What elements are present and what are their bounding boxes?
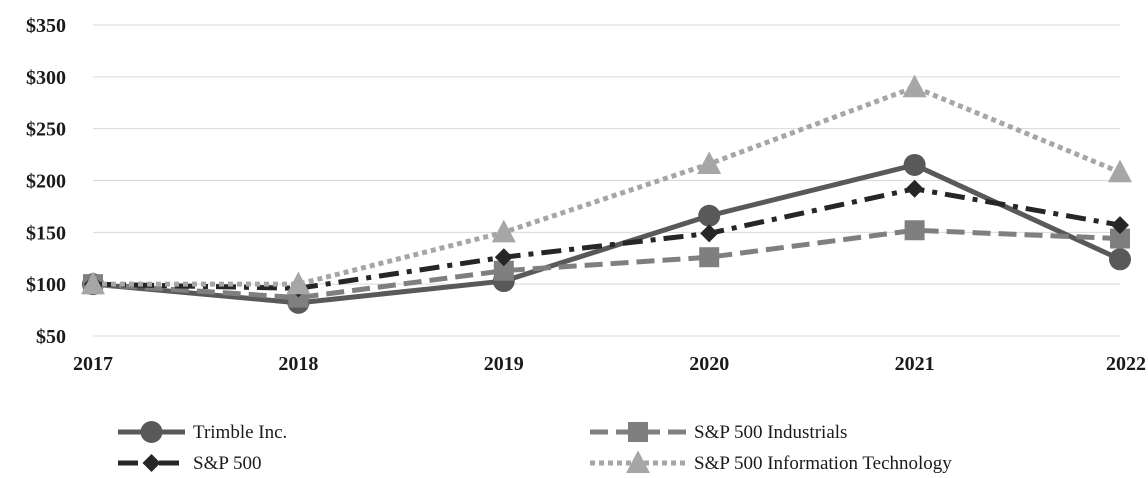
data-point bbox=[904, 220, 925, 241]
series-line bbox=[92, 162, 1122, 306]
legend-marker bbox=[626, 450, 650, 474]
y-tick-label: $250 bbox=[26, 119, 66, 141]
y-tick-label: $200 bbox=[26, 171, 66, 193]
data-point bbox=[286, 271, 311, 295]
x-tick-label: 2017 bbox=[73, 353, 113, 375]
legend-marker bbox=[628, 422, 648, 442]
data-point bbox=[1109, 248, 1131, 271]
data-point bbox=[905, 179, 924, 198]
data-point bbox=[1110, 228, 1130, 249]
x-tick-label: 2019 bbox=[484, 353, 524, 375]
y-tick-label: $50 bbox=[36, 326, 66, 348]
x-tick-label: 2022 bbox=[1106, 353, 1146, 375]
legend-marker bbox=[142, 454, 161, 472]
data-point bbox=[494, 248, 513, 267]
data-point bbox=[699, 247, 720, 268]
legend-item: S&P 500 Industrials bbox=[590, 422, 847, 443]
legend-marker bbox=[140, 421, 163, 443]
x-tick-label: 2018 bbox=[278, 353, 318, 375]
legend-item: S&P 500 Information Technology bbox=[590, 450, 952, 474]
data-point bbox=[903, 153, 926, 176]
y-tick-label: $300 bbox=[26, 67, 66, 89]
data-point bbox=[698, 204, 721, 227]
data-point bbox=[493, 260, 514, 281]
x-tick-label: 2021 bbox=[895, 353, 935, 375]
series-sandp-500-industrials bbox=[83, 220, 1130, 308]
series-group bbox=[81, 74, 1132, 314]
data-point bbox=[1111, 216, 1129, 235]
legend-label: Trimble Inc. bbox=[193, 422, 287, 443]
data-point bbox=[491, 219, 516, 243]
series-line bbox=[92, 227, 1121, 301]
y-axis: $50 $100 $150 $200 $250 $300 $350 bbox=[26, 15, 66, 348]
series-line bbox=[93, 84, 1121, 287]
y-tick-label: $150 bbox=[26, 222, 66, 244]
x-axis: 2017 2018 2019 2020 2021 2022 bbox=[73, 353, 1146, 375]
legend-label: S&P 500 Information Technology bbox=[694, 453, 952, 473]
legend-label: S&P 500 Industrials bbox=[694, 422, 847, 443]
data-point bbox=[1108, 159, 1132, 183]
legend-item: Trimble Inc. bbox=[118, 421, 287, 443]
data-point bbox=[902, 74, 927, 98]
y-tick-label: $350 bbox=[26, 15, 66, 37]
legend-item: S&P 500 bbox=[118, 453, 261, 474]
legend-label: S&P 500 bbox=[193, 453, 261, 473]
series-line bbox=[92, 186, 1121, 291]
series-sandp-500-information-technology bbox=[81, 74, 1132, 295]
x-tick-label: 2020 bbox=[689, 353, 729, 375]
y-tick-label: $100 bbox=[26, 274, 66, 296]
data-point bbox=[700, 224, 719, 243]
data-point bbox=[697, 151, 722, 174]
legend: Trimble Inc. S&P 500 Industrials S&P 500 S&… bbox=[118, 421, 952, 474]
data-point bbox=[81, 271, 105, 295]
